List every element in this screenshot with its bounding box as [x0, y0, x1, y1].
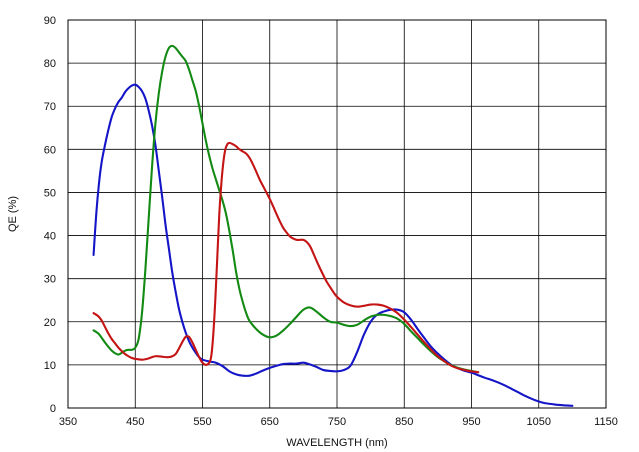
y-tick-labels: 0 10 20 30 40 50 60 70 80 90 [44, 15, 56, 415]
x-axis-title: WAVELENGTH (nm) [286, 437, 387, 449]
x-tick-label: 850 [395, 416, 413, 428]
x-tick-label: 550 [193, 416, 211, 428]
y-tick-label: 70 [44, 101, 56, 113]
y-tick-label: 10 [44, 360, 56, 372]
y-axis-title: QE (%) [7, 196, 19, 232]
y-tick-label: 80 [44, 58, 56, 70]
y-tick-label: 40 [44, 231, 56, 243]
x-tick-label: 650 [261, 416, 279, 428]
y-tick-label: 30 [44, 274, 56, 286]
y-tick-label: 90 [44, 15, 56, 27]
y-tick-label: 50 [44, 187, 56, 199]
y-tick-label: 20 [44, 317, 56, 329]
y-tick-label: 60 [44, 144, 56, 156]
x-tick-label: 350 [59, 416, 77, 428]
x-tick-label: 750 [328, 416, 346, 428]
plot-frame [67, 19, 607, 409]
series-line-2 [92, 44, 480, 374]
series-lines [92, 44, 574, 407]
series-line-3 [92, 141, 480, 374]
grid-lines [68, 20, 606, 408]
x-tick-label: 1150 [594, 416, 618, 428]
x-tick-label: 950 [462, 416, 480, 428]
x-tick-label: 1050 [527, 416, 551, 428]
y-tick-label: 0 [50, 403, 56, 415]
x-tick-labels: 350 450 550 650 750 850 950 1050 1150 [59, 416, 618, 428]
x-tick-label: 450 [126, 416, 144, 428]
series-line-1 [92, 83, 574, 407]
